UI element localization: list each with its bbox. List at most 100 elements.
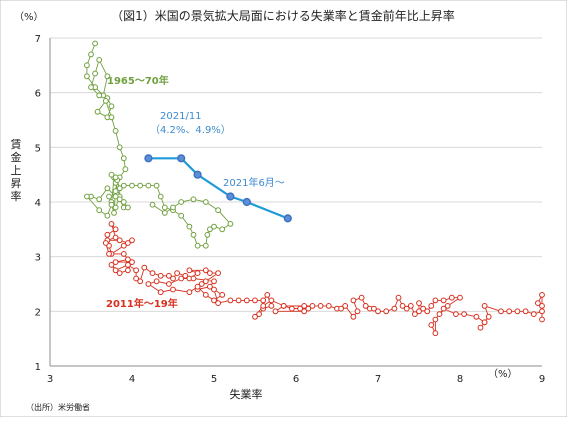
data-point (116, 237, 123, 244)
data-point (204, 231, 211, 238)
data-point (174, 270, 181, 277)
data-point (166, 281, 172, 287)
data-point (416, 300, 422, 307)
data-point (133, 267, 140, 274)
data-point (112, 259, 119, 266)
series-0 (84, 40, 234, 249)
data-point (120, 251, 127, 257)
data-point (539, 316, 545, 323)
data-point (317, 303, 324, 309)
data-point (84, 73, 90, 80)
data-point (170, 286, 176, 293)
data-point (112, 128, 119, 134)
data-point (116, 185, 123, 192)
data-point (522, 308, 529, 315)
data-point (202, 278, 209, 285)
data-point (157, 289, 164, 296)
data-point (190, 275, 197, 282)
data-point (301, 303, 308, 309)
data-point (178, 275, 185, 282)
data-point (420, 305, 427, 312)
data-point (211, 286, 217, 293)
data-point (424, 308, 431, 315)
data-point (125, 267, 131, 274)
data-point (108, 262, 115, 268)
y-tick-label-1: 1 (35, 362, 41, 373)
data-point (506, 308, 513, 315)
data-point (112, 174, 119, 181)
data-point (125, 256, 131, 263)
data-point (166, 272, 172, 279)
data-point (106, 193, 112, 200)
data-point (106, 251, 112, 257)
data-point (461, 311, 468, 318)
data-point (94, 108, 101, 115)
x-axis-title: 失業率 (230, 387, 263, 401)
y-axis-title-char: 率 (11, 189, 22, 203)
y-axis-title-char: 金 (11, 150, 22, 164)
y-tick-label-6: 6 (35, 89, 41, 100)
data-point (186, 267, 193, 274)
data-point (211, 223, 217, 230)
data-point (190, 231, 197, 238)
data-point (102, 98, 109, 104)
data-point (243, 297, 250, 304)
data-point (129, 182, 135, 189)
data-point (473, 313, 480, 320)
data-point (161, 204, 168, 211)
data-point (92, 40, 98, 47)
data-point (96, 196, 103, 203)
data-point (133, 275, 140, 282)
data-point (198, 281, 205, 287)
data-point (120, 242, 127, 249)
data-point (219, 292, 226, 298)
axes: 1 2 3 4 5 6 7 3 4 5 6 7 8 9 (35, 34, 546, 385)
data-point (145, 182, 152, 189)
data-point (202, 292, 209, 298)
data-point (428, 322, 435, 328)
data-point (403, 305, 410, 312)
legend-label-1965-70: 1965〜70年 (107, 74, 169, 87)
data-point (186, 289, 193, 296)
data-point (96, 207, 103, 214)
data-point (145, 281, 152, 287)
data-point (453, 311, 459, 318)
data-point (104, 73, 111, 80)
data-point (202, 267, 209, 274)
y-tick-label-2: 2 (35, 307, 41, 318)
data-point (104, 231, 111, 238)
y-tick-label-7: 7 (35, 34, 41, 45)
data-point (170, 204, 176, 211)
data-point (92, 70, 98, 77)
data-point (416, 308, 422, 315)
data-point (108, 114, 115, 121)
data-point (358, 294, 365, 301)
data-point (102, 240, 109, 246)
data-point (111, 210, 117, 216)
data-point (149, 270, 156, 277)
data-point (112, 267, 119, 274)
legend-label-2021: 2021年6月〜 (223, 176, 285, 189)
data-point (350, 297, 357, 304)
data-point (448, 294, 455, 301)
data-point (227, 221, 234, 227)
data-point (157, 193, 164, 200)
data-point (161, 210, 168, 216)
data-point (371, 305, 377, 312)
data-point (350, 313, 357, 320)
series-layer (84, 40, 545, 337)
data-point (193, 170, 202, 179)
data-point (211, 278, 217, 285)
x-tick-label-9: 9 (539, 374, 545, 385)
data-point (428, 303, 435, 309)
data-point (440, 305, 447, 312)
data-point (141, 264, 148, 271)
data-point (342, 303, 349, 309)
data-point (481, 319, 488, 326)
data-point (432, 316, 439, 323)
data-point (457, 294, 463, 301)
data-point (226, 192, 235, 201)
data-point (194, 270, 201, 277)
data-point (108, 171, 115, 178)
